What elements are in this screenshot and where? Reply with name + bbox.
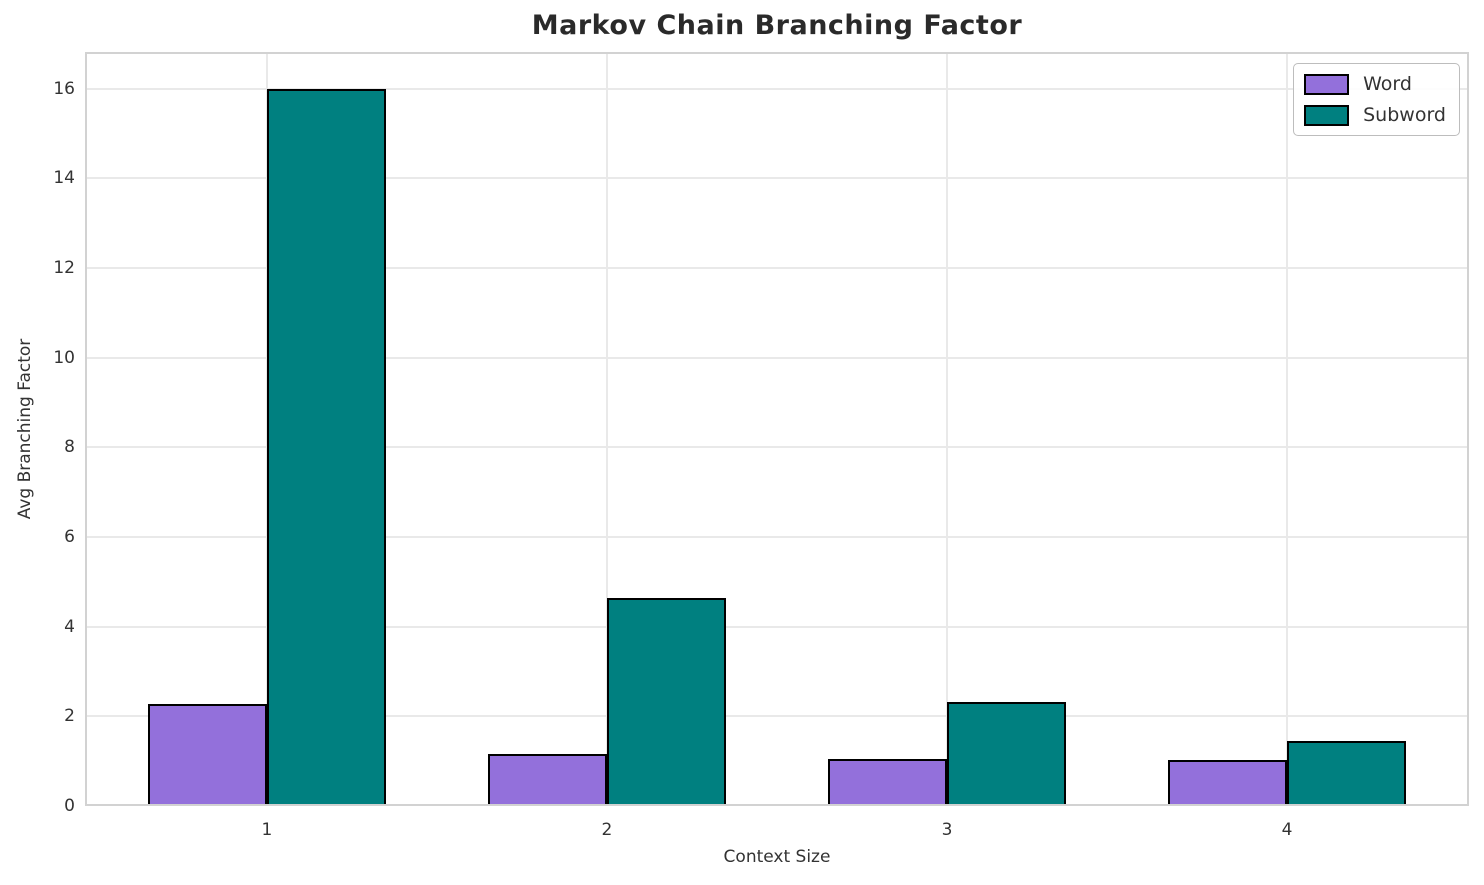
ytick-0: 0	[64, 796, 75, 816]
gridline-x-4	[1286, 52, 1289, 806]
gridline-y-12	[85, 267, 1469, 270]
gridline-y-10	[85, 356, 1469, 359]
word-color-swatch	[1304, 73, 1350, 95]
bar-word-context-2	[487, 754, 607, 806]
ytick-12: 12	[53, 258, 75, 279]
chart-title: Markov Chain Branching Factor	[531, 10, 1023, 41]
gridline-y-6	[85, 536, 1469, 539]
legend-label-subword: Subword	[1363, 104, 1446, 126]
legend-item-subword: Subword	[1304, 104, 1446, 126]
gridline-y-16	[85, 87, 1469, 90]
gridline-x-3	[946, 52, 949, 806]
bar-word-context-1	[147, 703, 267, 806]
legend-label-word: Word	[1363, 73, 1412, 95]
gridline-y-8	[85, 446, 1469, 449]
bar-subword-context-1	[266, 88, 386, 806]
ytick-2: 2	[64, 706, 75, 727]
plot-area: Word Subword	[85, 52, 1469, 806]
legend-item-word: Word	[1304, 73, 1446, 95]
xtick-4: 4	[1281, 820, 1293, 840]
ytick-10: 10	[53, 347, 75, 368]
ytick-8: 8	[64, 437, 75, 458]
subword-color-swatch	[1304, 104, 1350, 126]
bar-subword-context-3	[947, 702, 1067, 806]
bar-subword-context-4	[1287, 741, 1407, 806]
bar-subword-context-2	[606, 597, 726, 806]
xtick-1: 1	[261, 820, 273, 840]
gridline-x-2	[605, 52, 608, 806]
gridline-y-2	[85, 715, 1469, 718]
gridline-y-4	[85, 625, 1469, 628]
ytick-4: 4	[64, 616, 75, 637]
bar-word-context-3	[828, 758, 948, 806]
ytick-14: 14	[53, 168, 75, 189]
xtick-2: 2	[601, 820, 613, 840]
x-axis-label: Context Size	[723, 847, 831, 867]
gridline-y-14	[85, 177, 1469, 180]
legend: Word Subword	[1293, 63, 1460, 136]
bar-word-context-4	[1168, 760, 1288, 806]
ytick-16: 16	[53, 78, 75, 99]
ytick-6: 6	[64, 527, 75, 548]
xtick-3: 3	[941, 820, 953, 840]
